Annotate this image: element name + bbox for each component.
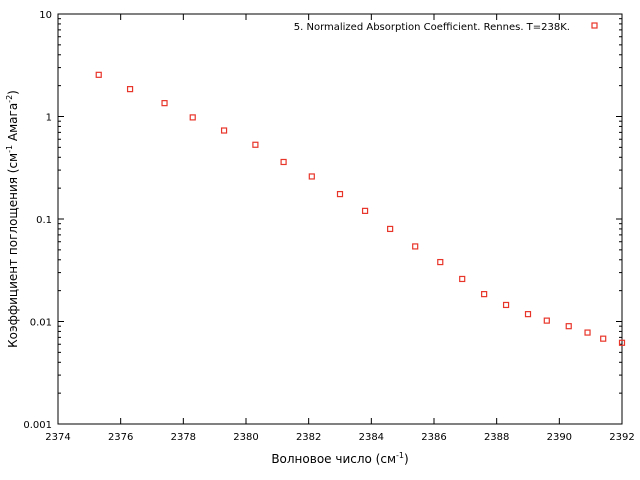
x-tick-label: 2390 bbox=[547, 432, 572, 443]
data-point bbox=[308, 173, 315, 180]
data-series bbox=[95, 71, 626, 346]
x-tick-label: 2378 bbox=[171, 432, 196, 443]
data-point bbox=[543, 317, 550, 324]
data-point bbox=[280, 158, 287, 166]
data-point bbox=[459, 275, 466, 283]
x-axis-ticks: 2374 2376 2378 2380 2382 2384 2386 2388 2390 2392 bbox=[45, 14, 635, 443]
data-point bbox=[565, 323, 572, 330]
data-point bbox=[361, 207, 369, 214]
data-point bbox=[252, 141, 259, 148]
x-tick-label: 2384 bbox=[359, 432, 384, 443]
data-point bbox=[618, 339, 626, 346]
data-point bbox=[95, 71, 102, 78]
x-axis-label-superscript: -1 bbox=[396, 451, 404, 460]
y-axis-label-superscript-2: -2 bbox=[5, 95, 14, 103]
x-tick-label: 2388 bbox=[484, 432, 509, 443]
y-tick-label: 1 bbox=[46, 113, 52, 124]
x-tick-label: 2392 bbox=[609, 432, 634, 443]
data-point bbox=[481, 291, 488, 298]
y-tick-label: 0.001 bbox=[23, 420, 52, 431]
data-point bbox=[220, 127, 228, 134]
legend: 5. Normalized Absorption Coefficient. Re… bbox=[294, 22, 598, 33]
data-point bbox=[412, 243, 419, 250]
legend-marker bbox=[591, 22, 598, 29]
x-tick-label: 2386 bbox=[421, 432, 446, 443]
y-tick-label: 0.1 bbox=[36, 215, 52, 226]
data-point bbox=[161, 100, 168, 107]
y-axis-ticks: 0.001 0.01 0.1 1 10 bbox=[23, 10, 622, 431]
x-tick-label: 2380 bbox=[233, 432, 258, 443]
plot-frame bbox=[57, 13, 623, 425]
data-point bbox=[524, 311, 532, 318]
data-point bbox=[189, 114, 196, 121]
y-tick-label: 10 bbox=[39, 10, 52, 21]
data-point bbox=[387, 225, 394, 233]
data-point bbox=[502, 301, 510, 309]
data-point bbox=[584, 329, 591, 336]
data-point bbox=[336, 190, 344, 198]
data-point bbox=[437, 258, 444, 266]
y-axis-label: Коэффициент поглощения (см-1 Амага-2) bbox=[5, 90, 20, 348]
x-tick-label: 2382 bbox=[296, 432, 321, 443]
y-axis-label-superscript-1: -1 bbox=[5, 145, 14, 153]
x-tick-label: 2374 bbox=[45, 432, 70, 443]
y-tick-label: 0.01 bbox=[30, 318, 52, 329]
data-point bbox=[600, 335, 607, 342]
data-point bbox=[126, 86, 134, 93]
x-tick-label: 2376 bbox=[108, 432, 133, 443]
legend-label: 5. Normalized Absorption Coefficient. Re… bbox=[294, 22, 570, 33]
x-axis-label: Волновое число (см-1) bbox=[271, 451, 408, 466]
